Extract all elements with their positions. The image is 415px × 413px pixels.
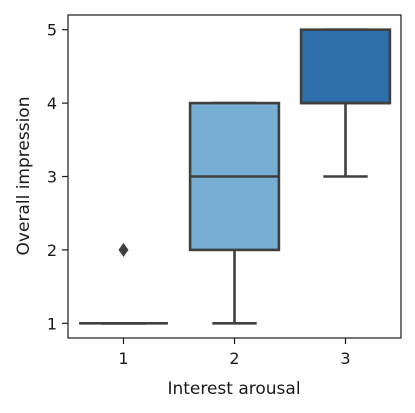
y-axis: 1 2 3 4 5 [47,21,68,333]
x-axis-label: Interest arousal [167,379,300,399]
y-tick-label-2: 2 [47,241,57,260]
box-group-1 [79,242,168,325]
box-3 [299,28,392,105]
y-tick-label-3: 3 [47,168,57,187]
box-group-3 [299,28,392,178]
x-tick-label-1: 1 [118,349,128,368]
y-tick-label-1: 1 [47,314,57,333]
y-tick-label-5: 5 [47,21,57,40]
box-group-2 [188,101,281,325]
x-tick-label-3: 3 [340,349,350,368]
x-axis: 1 2 3 [118,338,351,368]
y-axis-label: Overall impression [14,97,34,256]
box-marks [79,28,392,325]
y-tick-label-4: 4 [47,94,57,113]
outlier-point-1-0 [118,242,129,257]
x-tick-label-2: 2 [229,349,239,368]
